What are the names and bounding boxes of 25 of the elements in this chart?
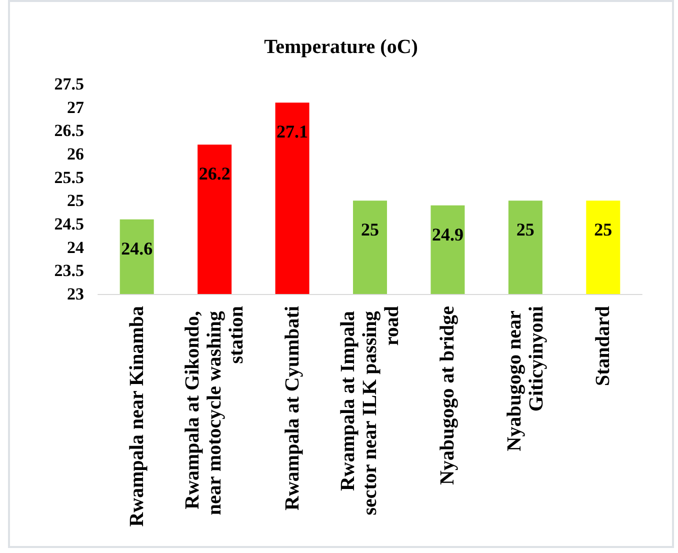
y-tick-label: 25.5 — [54, 168, 84, 187]
chart-title: Temperature (oC) — [264, 36, 418, 58]
data-label: 25 — [594, 220, 612, 240]
y-tick-label: 24.5 — [54, 214, 84, 234]
data-label: 24.6 — [121, 238, 153, 258]
x-tick-label: Rwampala near Kinamba — [126, 306, 148, 527]
y-tick-label: 27.5 — [54, 74, 84, 94]
x-tick-label: Nyabugogo near Giticyinyoni — [503, 306, 548, 452]
data-label: 26.2 — [198, 164, 230, 184]
data-label: 25 — [516, 220, 534, 240]
x-tick-label: Standard — [592, 306, 614, 386]
data-label: 24.9 — [432, 224, 464, 244]
y-tick-label: 23.5 — [54, 261, 84, 280]
x-tick-label: Nyabugogo at bridge — [436, 306, 459, 485]
y-tick-label: 24 — [67, 238, 84, 257]
y-tick-label: 25 — [67, 191, 84, 210]
x-tick-label: Rwampala at Gikondo, near motocycle washing station — [182, 306, 248, 516]
x-tick-label: Rwampala at Cyumbati — [281, 306, 304, 510]
data-label: 27.1 — [276, 122, 308, 142]
y-tick-label: 23 — [67, 284, 84, 304]
y-tick-label: 27 — [67, 98, 84, 117]
y-tick-label: 26 — [67, 144, 84, 164]
y-tick-label: 26.5 — [54, 121, 84, 140]
data-label: 25 — [361, 220, 379, 240]
x-tick-label: Rwampala at Impala sector near ILK passing road — [337, 306, 403, 516]
